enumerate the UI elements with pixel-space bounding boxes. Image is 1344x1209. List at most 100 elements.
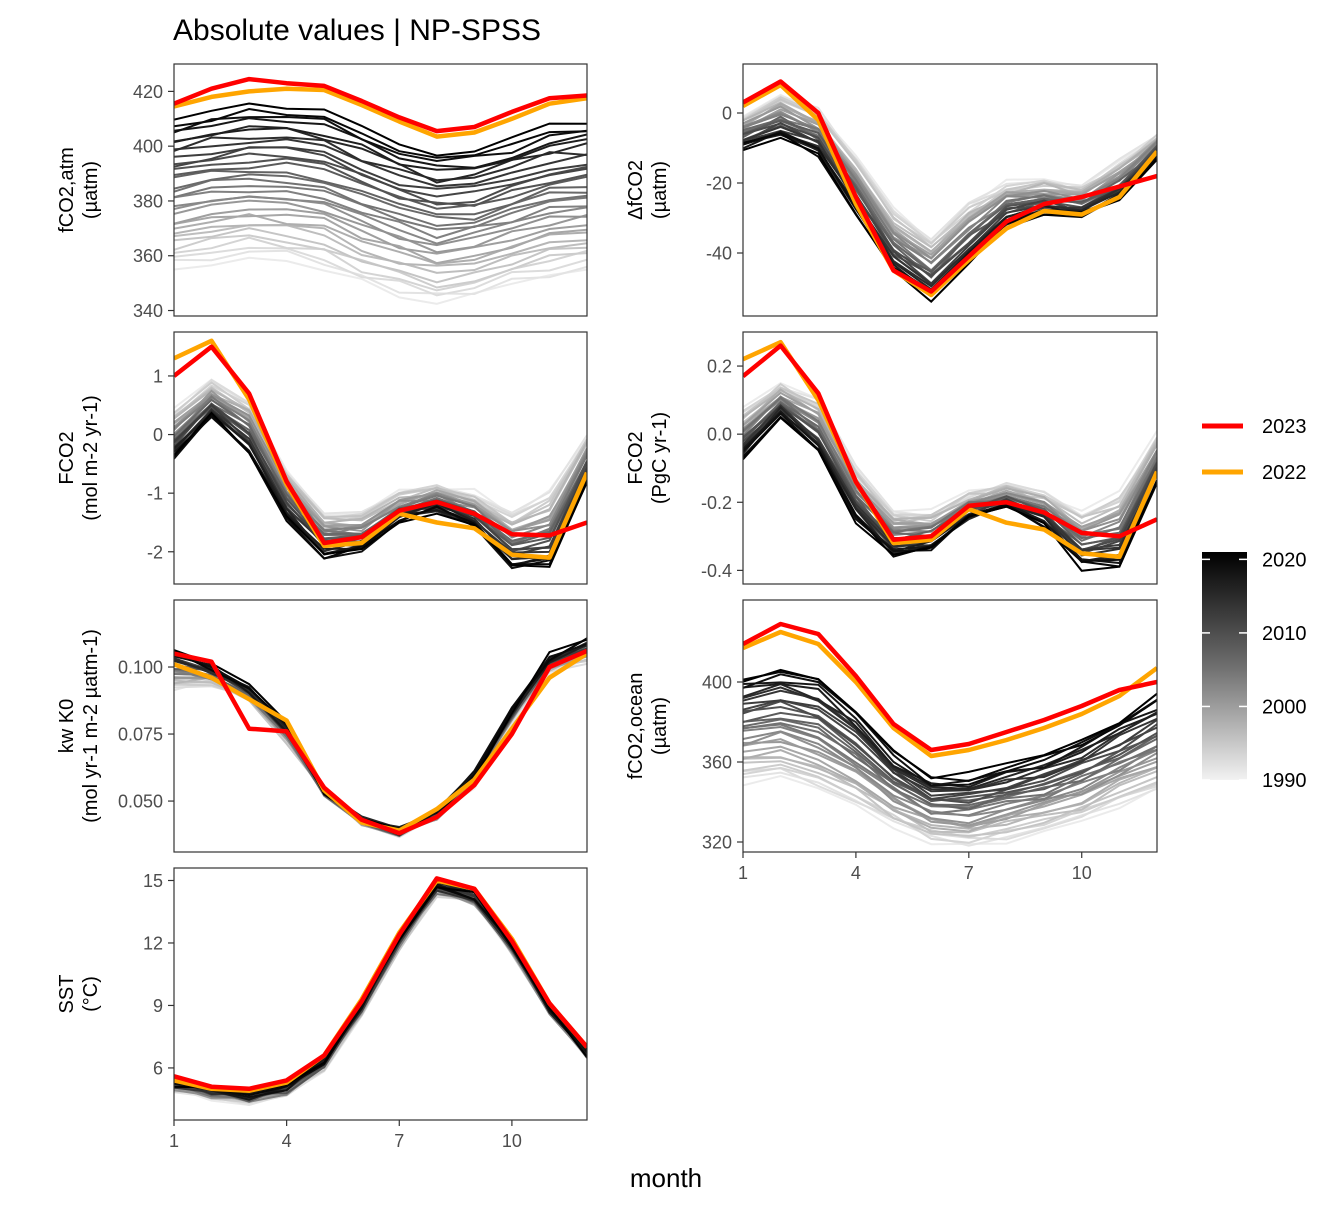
year-line — [174, 885, 587, 1096]
y-tick-label: 400 — [702, 673, 732, 693]
series-2023-line — [174, 876, 587, 1092]
year-line — [743, 718, 1157, 807]
series-2022-line — [174, 86, 587, 139]
colorbar-label: 1990 — [1262, 770, 1307, 792]
year-line — [743, 681, 1157, 787]
year-line — [174, 885, 587, 1095]
year-line — [174, 638, 587, 831]
year-line — [174, 127, 587, 171]
x-axis-label: month — [630, 1163, 702, 1193]
panel-fco2-ocean: 320 360 400 1 4 7 10 fCO2,ocean (µatm) — [625, 599, 1158, 883]
year-line — [174, 883, 587, 1095]
year-line — [174, 644, 587, 830]
year-line — [743, 410, 1157, 565]
year-line — [174, 887, 587, 1101]
year-line — [174, 888, 587, 1103]
y-tick-label: -40 — [706, 244, 732, 264]
y-tick-label: 0.2 — [707, 357, 732, 377]
y-tick-label: 0.050 — [118, 792, 163, 812]
year-line — [743, 749, 1157, 833]
year-line — [743, 668, 1157, 780]
year-line — [174, 887, 587, 1095]
year-line — [174, 637, 587, 831]
year-line — [174, 380, 587, 515]
year-line — [174, 213, 587, 265]
year-line — [174, 651, 587, 832]
year-line — [174, 895, 587, 1103]
year-line — [174, 195, 587, 247]
y-axis-label: FCO2 (PgC yr-1) — [625, 412, 671, 504]
series-2023-line — [743, 79, 1157, 294]
panel-border — [742, 599, 1158, 853]
year-line — [174, 881, 587, 1095]
y-tick-label: 0.0 — [707, 425, 732, 445]
year-line — [174, 886, 587, 1094]
series-2022-line — [174, 338, 587, 560]
y-tick-label: 15 — [143, 871, 163, 891]
panel-fco2-flux-area: -2 -1 0 1 FCO2 (mol m-2 yr-1) — [56, 331, 588, 585]
y-tick-label: 400 — [133, 137, 163, 157]
year-line — [174, 227, 587, 284]
year-line — [174, 885, 587, 1097]
year-line — [174, 888, 587, 1100]
year-line — [174, 643, 587, 829]
year-line — [174, 185, 587, 231]
year-line — [174, 115, 587, 163]
year-line — [743, 686, 1157, 792]
colorbar-label: 2000 — [1262, 696, 1307, 718]
panel-border — [173, 331, 588, 585]
year-line — [174, 886, 587, 1103]
y-axis-label: fCO2,ocean (µatm) — [625, 673, 671, 780]
legend-label-2022: 2022 — [1262, 462, 1307, 484]
y-tick-label: -1 — [147, 484, 163, 504]
panel-border — [742, 63, 1158, 317]
y-tick-label: 420 — [133, 82, 163, 102]
y-tick-label: -0.4 — [701, 561, 732, 581]
series-2023-line — [174, 76, 587, 134]
y-tick-label: 0 — [153, 425, 163, 445]
year-line — [743, 108, 1157, 257]
y-tick-label: -0.2 — [701, 493, 732, 513]
year-line — [174, 885, 587, 1101]
year-line — [174, 895, 587, 1107]
colorbar-ticks: 2020 2010 2000 1990 — [1202, 549, 1307, 792]
x-tick-label: 4 — [851, 863, 861, 883]
series-2022-line — [174, 878, 587, 1094]
series-2023-line — [743, 343, 1157, 542]
panel-border — [742, 331, 1158, 585]
year-line — [174, 892, 587, 1102]
background-years — [174, 102, 587, 305]
panel-sst: 6 9 12 15 1 4 7 10 SST (°C) — [56, 867, 588, 1151]
year-line — [174, 889, 587, 1099]
year-line — [174, 136, 587, 182]
year-line — [174, 887, 587, 1100]
background-years — [174, 378, 587, 570]
y-axis-label: ΔfCO2 (µatm) — [625, 160, 671, 220]
year-line — [743, 740, 1157, 827]
x-tick-label: 1 — [738, 863, 748, 883]
panel-kw-k0: 0.050 0.075 0.100 kw K0 (mol yr-1 m-2 µatm-1… — [56, 599, 588, 853]
y-tick-label: 0.100 — [118, 658, 163, 678]
y-axis-label: fCO2,atm (µatm) — [56, 147, 102, 233]
year-line — [174, 645, 587, 838]
panel-border — [173, 599, 588, 853]
year-line — [743, 405, 1157, 564]
y-tick-label: 360 — [133, 246, 163, 266]
year-line — [174, 256, 587, 305]
y-tick-label: 9 — [153, 996, 163, 1016]
legend-label-2023: 2023 — [1262, 416, 1307, 438]
year-line — [174, 889, 587, 1097]
year-line — [743, 774, 1157, 846]
colorbar-label: 2020 — [1262, 549, 1307, 571]
panel-border — [173, 867, 588, 1121]
year-line — [174, 146, 587, 190]
year-line — [174, 393, 587, 534]
year-line — [174, 224, 587, 267]
background-years — [174, 637, 587, 839]
year-line — [174, 892, 587, 1099]
year-line — [743, 386, 1157, 523]
panel-fco2-atm: 340 360 380 400 420 fCO2,atm (µatm) — [56, 63, 588, 321]
series-2022-line — [743, 339, 1157, 560]
series-2022-line — [743, 82, 1157, 298]
background-years — [174, 881, 587, 1107]
